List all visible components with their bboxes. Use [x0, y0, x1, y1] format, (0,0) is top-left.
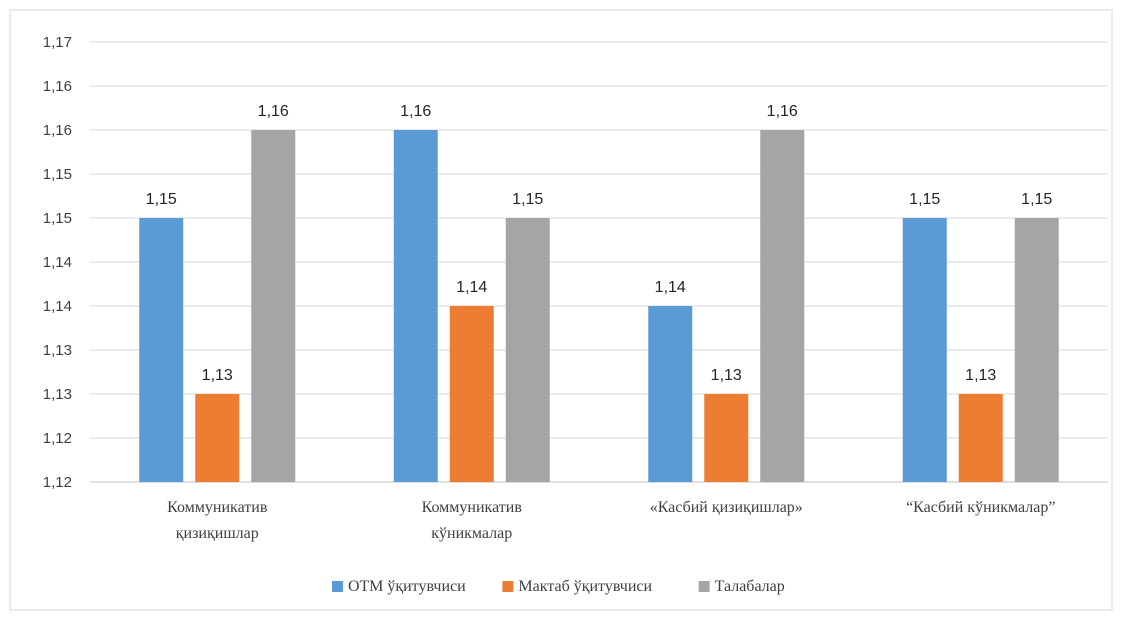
- y-tick-label: 1,14: [43, 298, 72, 315]
- data-label: 1,13: [965, 367, 996, 384]
- bar: [760, 130, 805, 482]
- legend: ОТМ ўқитувчиси Мактаб ўқитувчиси Талабалар: [332, 578, 785, 595]
- y-tick-label: 1,16: [43, 122, 72, 139]
- chart-frame: [9, 9, 1113, 611]
- y-tick-label: 1,15: [43, 166, 72, 183]
- x-tick-label: “Касбий кўникмалар”: [906, 499, 1055, 516]
- y-tick-label: 1,13: [43, 386, 72, 403]
- bar: [195, 394, 240, 482]
- bar: [958, 394, 1003, 482]
- legend-label: ОТМ ўқитувчиси: [348, 578, 466, 595]
- y-tick-label: 1,12: [43, 474, 72, 491]
- gridlines: [90, 41, 1108, 483]
- bar: [393, 130, 438, 482]
- legend-swatch: [332, 581, 343, 592]
- data-label: 1,13: [202, 367, 233, 384]
- data-labels: 1,15 1,13 1,16 1,16 1,14 1,15 1,14 1,13 1,16 1,15…: [146, 103, 1053, 384]
- bar: [449, 306, 494, 482]
- legend-label: Талабалар: [715, 578, 785, 595]
- y-tick-label: 1,16: [43, 78, 72, 95]
- y-tick-label: 1,14: [43, 254, 72, 271]
- y-axis-ticks: 1,12 1,12 1,13 1,13 1,14 1,14 1,15 1,15 1,16 1,16…: [43, 34, 72, 491]
- bar: [1014, 218, 1059, 482]
- data-label: 1,15: [512, 191, 543, 208]
- bar: [139, 218, 184, 482]
- data-label: 1,16: [400, 103, 431, 120]
- data-label: 1,16: [258, 103, 289, 120]
- y-tick-label: 1,12: [43, 430, 72, 447]
- bars: [139, 130, 1059, 482]
- x-axis-ticks: Коммуникатив қизиқишлар Коммуникатив кўникм…: [167, 499, 1055, 542]
- legend-swatch: [698, 581, 710, 592]
- y-tick-label: 1,15: [43, 210, 72, 227]
- x-tick-label: Коммуникатив кўникмалар: [422, 499, 523, 542]
- data-label: 1,13: [711, 367, 742, 384]
- x-tick-label: «Касбий қизиқишлар»: [650, 499, 803, 516]
- y-tick-label: 1,17: [43, 34, 72, 51]
- legend-label: Мактаб ўқитувчиси: [518, 578, 652, 595]
- bar: [704, 394, 749, 482]
- data-label: 1,15: [909, 191, 940, 208]
- bar: [902, 218, 947, 482]
- data-label: 1,14: [655, 279, 686, 296]
- data-label: 1,15: [1021, 191, 1052, 208]
- data-label: 1,15: [146, 191, 177, 208]
- bar: [251, 130, 296, 482]
- legend-swatch: [502, 581, 514, 592]
- data-label: 1,16: [767, 103, 798, 120]
- bar: [505, 218, 550, 482]
- y-tick-label: 1,13: [43, 342, 72, 359]
- data-label: 1,14: [456, 279, 487, 296]
- x-tick-label: Коммуникатив қизиқишлар: [167, 499, 268, 542]
- bar: [648, 306, 693, 482]
